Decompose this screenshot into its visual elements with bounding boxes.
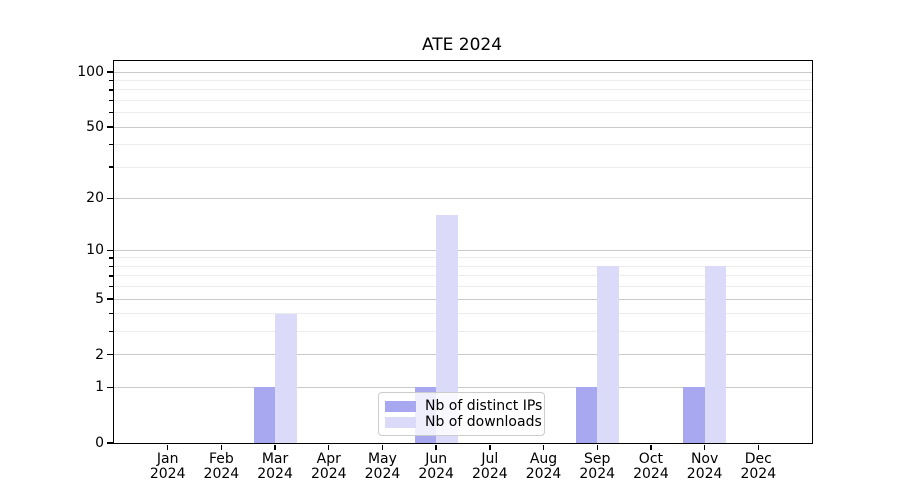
y-tick-label: 2 bbox=[95, 346, 104, 363]
minor-gridline bbox=[114, 80, 812, 81]
x-tick bbox=[435, 444, 437, 450]
y-minor-tick bbox=[109, 166, 113, 168]
x-tick-label: Sep 2024 bbox=[579, 451, 616, 482]
y-minor-tick bbox=[109, 285, 113, 288]
y-tick-label: 50 bbox=[86, 119, 104, 136]
y-tick bbox=[106, 386, 113, 388]
legend-item-distinct-ips: Nb of distinct IPs bbox=[385, 398, 542, 414]
x-tick-label: Nov 2024 bbox=[686, 451, 723, 482]
major-gridline bbox=[114, 298, 812, 300]
x-tick bbox=[274, 444, 276, 450]
x-tick-label: Jun 2024 bbox=[418, 451, 454, 482]
y-tick-label: 1 bbox=[95, 379, 104, 396]
y-minor-tick bbox=[109, 275, 113, 277]
bar-distinct-ips bbox=[575, 387, 598, 443]
x-tick bbox=[328, 444, 330, 450]
x-tick-label: Aug 2024 bbox=[525, 451, 562, 482]
y-tick-label: 10 bbox=[86, 242, 104, 259]
major-gridline bbox=[114, 71, 812, 73]
minor-gridline bbox=[114, 89, 812, 91]
y-minor-tick bbox=[109, 89, 113, 91]
x-tick-label: Feb 2024 bbox=[203, 451, 240, 482]
y-minor-tick bbox=[109, 143, 113, 146]
y-tick-label: 20 bbox=[86, 190, 104, 207]
minor-gridline bbox=[114, 99, 812, 101]
y-tick bbox=[106, 71, 113, 73]
x-tick-label: Mar 2024 bbox=[257, 451, 293, 482]
legend-item-downloads: Nb of downloads bbox=[385, 414, 542, 430]
major-gridline bbox=[114, 386, 812, 388]
y-minor-tick bbox=[109, 99, 113, 102]
y-tick bbox=[106, 126, 113, 128]
major-gridline bbox=[114, 197, 812, 199]
bar-downloads bbox=[436, 215, 458, 443]
x-tick bbox=[703, 444, 706, 450]
x-tick-label: Apr 2024 bbox=[310, 451, 347, 482]
y-minor-tick bbox=[109, 111, 113, 114]
chart-title: ATE 2024 bbox=[421, 35, 503, 55]
x-tick-label: Jan 2024 bbox=[149, 451, 186, 482]
y-minor-tick bbox=[109, 312, 113, 315]
y-tick bbox=[106, 249, 113, 251]
x-tick bbox=[650, 444, 652, 450]
y-minor-tick bbox=[109, 330, 113, 333]
minor-gridline bbox=[114, 166, 812, 168]
x-tick-label: Jul 2024 bbox=[472, 451, 508, 482]
minor-gridline bbox=[114, 286, 812, 288]
x-tick bbox=[220, 444, 223, 450]
x-tick bbox=[542, 444, 545, 450]
minor-gridline bbox=[114, 265, 812, 267]
x-tick-label: Oct 2024 bbox=[633, 451, 669, 482]
x-tick bbox=[596, 444, 598, 450]
bar-downloads bbox=[704, 266, 727, 443]
minor-gridline bbox=[114, 257, 812, 259]
minor-gridline bbox=[114, 275, 812, 277]
y-tick bbox=[106, 298, 113, 300]
x-tick bbox=[381, 444, 384, 450]
bar-downloads bbox=[597, 266, 619, 443]
y-tick-label: 5 bbox=[95, 291, 104, 307]
legend-swatch-distinct-ips bbox=[385, 400, 416, 412]
y-tick bbox=[106, 442, 113, 444]
major-gridline bbox=[114, 354, 812, 356]
x-tick-label: May 2024 bbox=[364, 451, 401, 482]
bar-distinct-ips bbox=[683, 387, 705, 443]
x-tick-label: Dec 2024 bbox=[740, 451, 777, 482]
minor-gridline bbox=[114, 112, 812, 114]
y-tick bbox=[106, 354, 113, 356]
minor-gridline bbox=[114, 313, 812, 315]
minor-gridline bbox=[114, 331, 812, 333]
bar-distinct-ips bbox=[253, 387, 276, 443]
plot-area: Nb of distinct IPs Nb of downloads 0 1 2 5 1… bbox=[77, 60, 813, 482]
y-tick bbox=[106, 197, 113, 200]
legend-label-distinct-ips: Nb of distinct IPs bbox=[425, 398, 543, 414]
legend-swatch-downloads bbox=[385, 416, 416, 428]
y-tick-label: 100 bbox=[77, 64, 104, 81]
y-minor-tick bbox=[109, 257, 113, 259]
x-tick bbox=[757, 444, 759, 450]
minor-gridline bbox=[114, 144, 812, 146]
y-minor-tick bbox=[109, 265, 113, 268]
legend: Nb of distinct IPs Nb of downloads bbox=[378, 392, 545, 436]
legend-label-downloads: Nb of downloads bbox=[425, 414, 542, 430]
major-gridline bbox=[114, 126, 812, 128]
bar-downloads bbox=[275, 313, 297, 443]
y-tick-label: 0 bbox=[95, 435, 104, 451]
y-minor-tick bbox=[109, 79, 113, 82]
x-tick bbox=[489, 444, 491, 450]
major-gridline bbox=[114, 249, 812, 251]
x-tick bbox=[166, 444, 169, 450]
